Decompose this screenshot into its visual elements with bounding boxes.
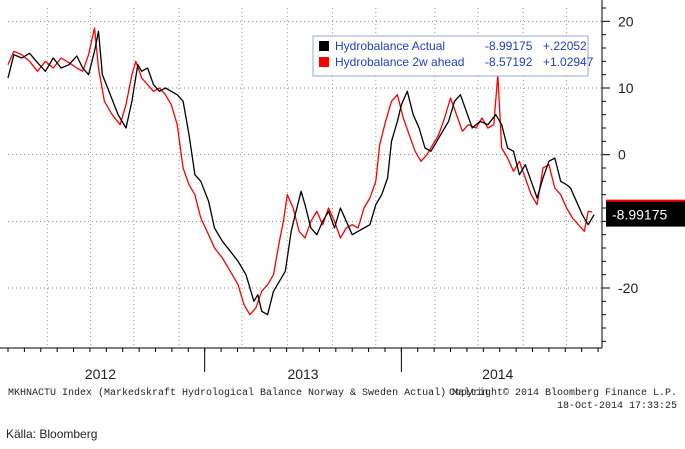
legend-box xyxy=(312,35,589,77)
legend-swatch-1 xyxy=(319,57,329,67)
source-caption: Källa: Bloomberg xyxy=(6,427,98,441)
series-line-2w-ahead xyxy=(7,27,593,316)
series-line-actual xyxy=(7,30,595,316)
legend-swatch-0 xyxy=(319,41,329,51)
index-description: MKHNACTU Index (Markedskraft Hydrologica… xyxy=(8,388,489,399)
legend-name-1: Hydrobalance 2w ahead xyxy=(335,55,464,69)
legend-change-1: +1.02947 xyxy=(543,55,594,69)
legend: Hydrobalance Actual -8.99175 +.22052 Hydrob… xyxy=(312,35,594,77)
y-tick-label: -20 xyxy=(618,280,638,296)
year-label-2014: 2014 xyxy=(482,366,513,382)
y-tick-label: 20 xyxy=(618,13,634,29)
legend-last-1: -8.57192 xyxy=(485,55,533,69)
legend-last-0: -8.99175 xyxy=(485,39,533,53)
year-label-2013: 2013 xyxy=(287,366,318,382)
y-tick-label: 0 xyxy=(618,147,626,163)
last-value-label: -8.99175 xyxy=(612,207,667,223)
y-tick-labels: 20 10 0 -20 xyxy=(618,13,638,296)
last-value-box xyxy=(606,200,685,227)
x-year-labels: 2012 2013 2014 xyxy=(85,366,514,382)
timestamp-text: 18-Oct-2014 17:33:25 xyxy=(556,401,677,412)
legend-change-0: +.22052 xyxy=(543,39,587,53)
copyright-text: Copyright© 2014 Bloomberg Finance L.P. xyxy=(448,388,677,399)
series-lines xyxy=(7,27,595,316)
year-label-2012: 2012 xyxy=(85,366,116,382)
last-value-marker: -8.99175 xyxy=(606,199,685,227)
legend-name-0: Hydrobalance Actual xyxy=(335,39,445,53)
y-tick-label: 10 xyxy=(618,80,634,96)
